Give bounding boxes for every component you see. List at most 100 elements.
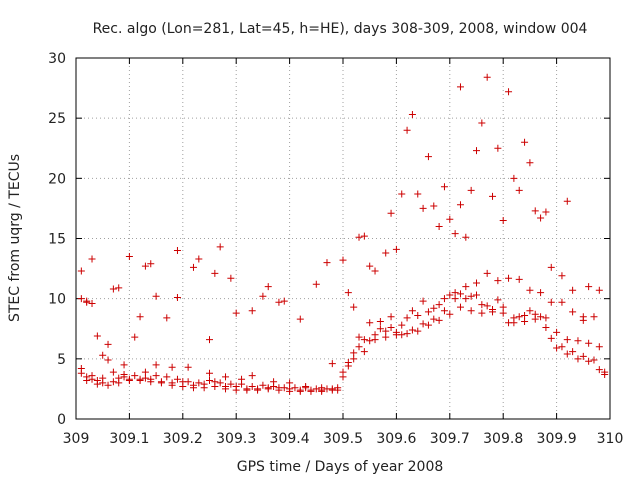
data-point <box>558 343 566 351</box>
data-point <box>350 355 358 363</box>
data-point <box>435 316 443 324</box>
data-point <box>542 324 550 332</box>
data-point <box>376 325 384 333</box>
data-point <box>585 339 593 347</box>
data-point <box>243 385 251 393</box>
data-point <box>216 243 224 251</box>
axis-ticks <box>75 57 611 420</box>
data-point <box>141 368 149 376</box>
data-point <box>563 350 571 358</box>
y-tick-label: 10 <box>48 292 66 308</box>
data-point <box>462 295 470 303</box>
data-point <box>419 204 427 212</box>
data-point <box>563 336 571 344</box>
data-point <box>259 292 267 300</box>
data-point <box>430 304 438 312</box>
data-point <box>398 331 406 339</box>
data-point <box>355 343 363 351</box>
data-point <box>173 375 181 383</box>
data-point <box>574 337 582 345</box>
x-tick-label: 309.5 <box>323 431 363 447</box>
data-point <box>371 267 379 275</box>
data-point <box>547 298 555 306</box>
data-point <box>558 272 566 280</box>
data-point <box>392 245 400 253</box>
data-point <box>569 348 577 356</box>
data-point <box>355 233 363 241</box>
data-point <box>360 336 368 344</box>
data-point <box>430 202 438 210</box>
data-point <box>382 249 390 257</box>
data-point <box>323 259 331 267</box>
data-point <box>136 375 144 383</box>
data-point <box>553 344 561 352</box>
data-point <box>467 186 475 194</box>
data-point <box>419 320 427 328</box>
data-point <box>387 209 395 217</box>
data-point <box>328 360 336 368</box>
data-point <box>494 296 502 304</box>
y-tick-label: 30 <box>48 51 66 67</box>
data-point <box>408 326 416 334</box>
data-point <box>537 289 545 297</box>
data-point <box>184 363 192 371</box>
data-point <box>88 299 96 307</box>
data-point <box>83 376 91 384</box>
data-point <box>424 308 432 316</box>
data-point <box>547 263 555 271</box>
data-point <box>424 321 432 329</box>
data-point <box>398 190 406 198</box>
data-point <box>136 313 144 321</box>
data-point <box>424 153 432 161</box>
data-point <box>152 361 160 369</box>
data-point <box>270 378 278 386</box>
data-point <box>173 247 181 255</box>
data-point <box>456 83 464 91</box>
data-point <box>526 159 534 167</box>
data-point <box>222 383 230 391</box>
data-point <box>173 293 181 301</box>
data-point <box>494 277 502 285</box>
data-point <box>152 372 160 380</box>
data-point <box>312 385 320 393</box>
data-point <box>296 315 304 323</box>
x-tick-label: 309.4 <box>270 431 310 447</box>
data-point <box>275 298 283 306</box>
x-tick-label: 309.7 <box>430 431 470 447</box>
data-point <box>206 376 213 384</box>
data-point <box>227 274 235 282</box>
x-tick-label: 309.9 <box>537 431 577 447</box>
data-point <box>392 328 400 336</box>
data-point <box>446 215 454 223</box>
data-point <box>547 334 555 342</box>
data-point <box>515 313 523 321</box>
data-point <box>558 298 566 306</box>
data-point <box>286 385 294 393</box>
data-point <box>350 349 358 357</box>
y-tick-label: 20 <box>48 171 66 187</box>
data-point <box>521 138 529 146</box>
data-point <box>510 174 518 182</box>
data-point <box>435 222 443 230</box>
data-point <box>280 297 288 305</box>
data-point <box>189 263 197 271</box>
data-point <box>115 379 123 387</box>
data-point <box>382 333 390 341</box>
data-point <box>467 307 475 315</box>
data-point <box>515 186 523 194</box>
data-point <box>115 284 123 292</box>
data-point <box>232 309 240 317</box>
data-point <box>83 297 91 305</box>
data-point <box>462 233 470 241</box>
x-tick-label: 309.8 <box>483 431 523 447</box>
data-point <box>141 262 149 270</box>
data-point <box>259 381 267 389</box>
data-point <box>120 361 128 369</box>
data-point <box>232 383 240 391</box>
data-point <box>120 370 128 378</box>
data-point <box>109 285 117 293</box>
data-point <box>473 279 480 287</box>
data-point <box>323 385 331 393</box>
data-point <box>254 386 262 394</box>
